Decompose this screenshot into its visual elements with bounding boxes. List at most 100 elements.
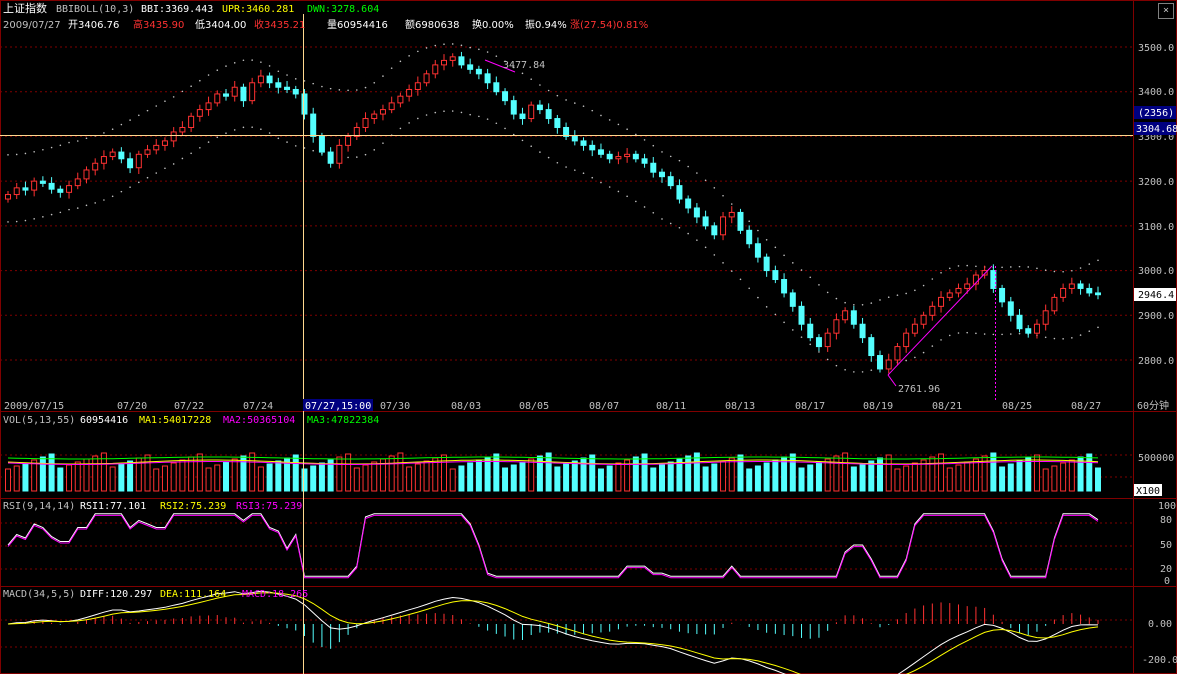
boll-band-dot bbox=[216, 136, 219, 139]
candlestick-series[interactable] bbox=[5, 51, 1101, 374]
boll-band-dot bbox=[547, 89, 550, 92]
candle-body bbox=[920, 314, 927, 325]
volume-bar bbox=[1025, 457, 1032, 492]
candle-body bbox=[519, 113, 526, 120]
candle-body bbox=[214, 93, 221, 104]
boll-band-dot bbox=[722, 262, 724, 264]
candle-body bbox=[1051, 296, 1058, 312]
vol-ma1-line bbox=[7, 459, 1099, 465]
volume-bar bbox=[972, 458, 979, 492]
candle-body bbox=[964, 283, 971, 289]
candle-body bbox=[824, 332, 831, 348]
boll-band-dot bbox=[966, 264, 968, 267]
boll-band-dot bbox=[225, 65, 227, 67]
boll-band-dot bbox=[853, 371, 855, 373]
boll-band-dot bbox=[696, 239, 698, 241]
boll-band-dot bbox=[50, 146, 53, 149]
boll-band-dot bbox=[914, 356, 916, 359]
candle-body bbox=[371, 113, 378, 120]
boll-band-dot bbox=[111, 195, 114, 198]
cursor-count-box bbox=[1134, 106, 1176, 119]
volume-bar bbox=[815, 461, 822, 492]
boll-band-dot bbox=[608, 186, 611, 188]
candle-body bbox=[580, 140, 587, 146]
candle-body bbox=[536, 104, 543, 111]
boll-band-dot bbox=[451, 110, 454, 112]
candle-body bbox=[754, 243, 761, 258]
volume-bar bbox=[510, 464, 517, 492]
boll-band-dot bbox=[24, 219, 27, 222]
macd-tick-0: 0.00 bbox=[1148, 619, 1172, 630]
boll-band-dot bbox=[172, 96, 175, 98]
volume-bar bbox=[728, 457, 735, 492]
boll-band-dot bbox=[844, 369, 846, 371]
boll-band-dot bbox=[922, 284, 925, 287]
boll-band-dot bbox=[669, 222, 672, 225]
volume-bar bbox=[1042, 468, 1049, 492]
boll-band-dot bbox=[722, 194, 724, 197]
volume-bar bbox=[624, 459, 631, 492]
volume-bar bbox=[92, 455, 99, 492]
volume-bar bbox=[66, 464, 73, 492]
time-label-0722: 07/22 bbox=[174, 401, 204, 412]
rsi-tick-50: 50 bbox=[1160, 540, 1172, 551]
candle-body bbox=[441, 59, 447, 66]
boll-band-dot bbox=[460, 111, 463, 114]
boll-band-dot bbox=[818, 351, 820, 353]
boll-band-dot bbox=[181, 90, 184, 93]
vol-panel-header: VOL(5,13,55) 60954416 MA1:54017228 MA2:5… bbox=[3, 415, 379, 426]
candle-body bbox=[1042, 310, 1049, 325]
boll-band-dot bbox=[85, 204, 88, 207]
boll-band-dot bbox=[129, 119, 131, 121]
boll-band-dot bbox=[207, 74, 210, 76]
boll-band-dot bbox=[792, 262, 794, 264]
volume-bar bbox=[929, 456, 936, 492]
volume-bar bbox=[894, 468, 901, 492]
boll-band-dot bbox=[382, 142, 384, 144]
boll-band-dot bbox=[164, 100, 166, 102]
candle-body bbox=[720, 216, 727, 236]
boll-band-dot bbox=[1001, 333, 1003, 336]
boll-band-dot bbox=[617, 190, 620, 193]
boll-band-dot bbox=[486, 51, 489, 53]
boll-band-dot bbox=[120, 190, 123, 193]
volume-bar bbox=[528, 458, 535, 492]
volume-bar bbox=[824, 458, 831, 492]
boll-band-dot bbox=[853, 303, 855, 306]
rsi-tick-100: 100 bbox=[1158, 501, 1176, 512]
boll-band-dot bbox=[286, 74, 288, 76]
header-line-2: 2009/07/27 开3406.76 高3435.90 低3404.00 收3… bbox=[3, 18, 648, 31]
candle-body bbox=[615, 156, 622, 160]
boll-band-dot bbox=[216, 69, 219, 72]
volume-bar bbox=[127, 460, 134, 492]
boll-band-dot bbox=[303, 147, 306, 149]
boll-band-dot bbox=[774, 313, 777, 316]
volume-bar bbox=[414, 463, 421, 492]
volume-bar bbox=[292, 454, 299, 492]
boll-band-dot bbox=[181, 157, 184, 160]
boll-band-dot bbox=[905, 292, 907, 295]
candle-body bbox=[711, 225, 718, 236]
boll-band-dot bbox=[356, 156, 358, 158]
candle-body bbox=[66, 185, 73, 193]
volume-bar bbox=[911, 462, 918, 492]
candle-body bbox=[746, 229, 753, 245]
volume-bar bbox=[903, 465, 910, 492]
volume-bar bbox=[789, 453, 796, 492]
candle-body bbox=[815, 337, 822, 348]
boll-band-dot bbox=[460, 44, 463, 47]
volume-bar bbox=[22, 462, 29, 492]
volume-bar bbox=[1016, 460, 1023, 492]
volume-bar bbox=[632, 456, 639, 492]
quote-volume: 量60954416 bbox=[327, 19, 388, 31]
candle-body bbox=[789, 292, 796, 307]
close-button[interactable]: × bbox=[1158, 3, 1174, 19]
boll-band-dot bbox=[321, 85, 323, 88]
macd-diff: DIFF:120.297 bbox=[80, 589, 152, 600]
boll-band-dot bbox=[268, 65, 271, 67]
volume-bar bbox=[650, 467, 657, 492]
candle-body bbox=[659, 171, 665, 178]
boll-band-dot bbox=[15, 220, 18, 223]
